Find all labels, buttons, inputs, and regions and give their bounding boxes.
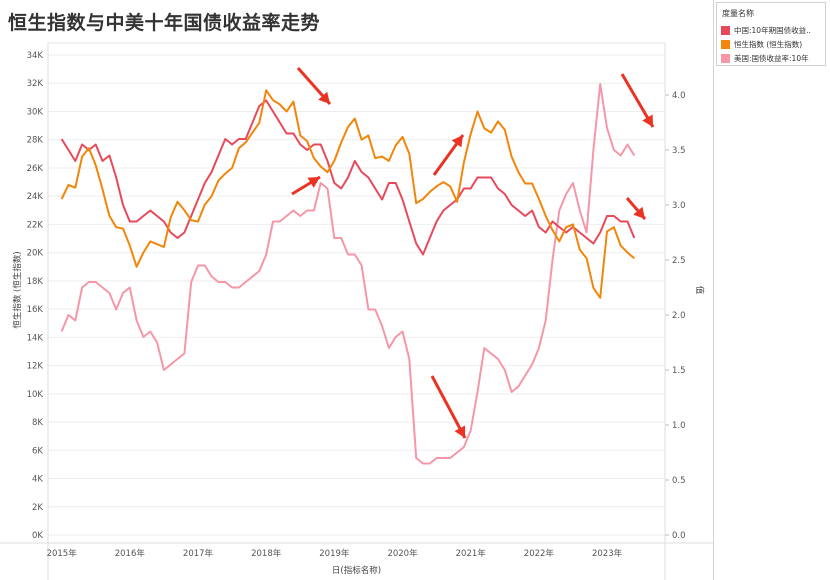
annotation-arrow-head xyxy=(454,425,466,438)
y-left-axis-title: 恒生指数 (恒生指数) xyxy=(12,251,23,328)
legend-label: 中国:10年期国债收益.. xyxy=(734,26,811,35)
y-left-tick-label: 16K xyxy=(27,305,44,315)
y-right-tick-label: 0.5 xyxy=(672,476,686,486)
legend-swatch xyxy=(721,40,730,49)
y-right-tick-label: 0.0 xyxy=(672,531,686,541)
legend-item-us-10y[interactable]: 美国:国债收益率:10年 xyxy=(721,53,825,65)
line-chart: 0K 2K 4K 6K 8K 10K 12K 14K 16K 18K 20K 22K 24K 26K 28K… xyxy=(0,42,714,580)
legend-label: 美国:国债收益率:10年 xyxy=(734,54,809,63)
annotation-arrow-shaft xyxy=(430,375,467,439)
legend-label: 恒生指数 (恒生指数) xyxy=(734,40,803,49)
y-left-tick-label: 34K xyxy=(27,51,44,61)
x-tick-label: 2017年 xyxy=(183,548,214,559)
y-left-tick-label: 28K xyxy=(27,136,44,146)
y-left-tick-label: 4K xyxy=(32,475,43,485)
legend-item-hang-seng[interactable]: 恒生指数 (恒生指数) xyxy=(721,39,825,51)
y-right-tick-label: 1.5 xyxy=(672,366,686,376)
y-left-tick-label: 0K xyxy=(32,531,43,541)
legend-swatch xyxy=(721,26,730,35)
y-left-tick-label: 22K xyxy=(27,220,44,230)
y-left-tick-label: 24K xyxy=(27,192,44,202)
y-left-tick-label: 8K xyxy=(32,418,43,428)
legend-swatch xyxy=(721,54,730,63)
legend-title: 度量名称 xyxy=(722,9,754,18)
x-axis-title: 日(指标名称) xyxy=(332,565,381,576)
annotation-arrow-head xyxy=(633,206,645,219)
y-left-tick-label: 26K xyxy=(27,164,44,174)
y-left-tick-label: 12K xyxy=(27,362,44,372)
legend-panel: 度量名称 中国:10年期国债收益.. 恒生指数 (恒生指数) 美国:国债收益率:… xyxy=(716,2,826,66)
y-left-tick-label: 14K xyxy=(27,333,44,343)
y-right-tick-label: 2.5 xyxy=(672,256,686,266)
y-right-tick-label: 1.0 xyxy=(672,421,686,431)
y-left-tick-label: 32K xyxy=(27,79,44,89)
x-tick-label: 2022年 xyxy=(524,548,555,559)
x-tick-label: 2020年 xyxy=(387,548,418,559)
y-left-tick-label: 18K xyxy=(27,277,44,287)
legend-item-china-10y[interactable]: 中国:10年期国债收益.. xyxy=(721,25,825,37)
y-right-tick-label: 3.0 xyxy=(672,201,686,211)
y-left-tick-label: 20K xyxy=(27,249,44,259)
x-tick-label: 2016年 xyxy=(115,548,146,559)
y-right-tick-label: 3.5 xyxy=(672,146,686,156)
y-right-axis-title: 值 xyxy=(694,286,705,295)
y-right-tick-label: 4.0 xyxy=(672,91,686,101)
x-tick-label: 2021年 xyxy=(456,548,487,559)
x-tick-label: 2019年 xyxy=(319,548,350,559)
y-left-tick-label: 30K xyxy=(27,107,44,117)
x-tick-label: 2015年 xyxy=(47,548,78,559)
annotation-arrow-head xyxy=(307,177,320,188)
annotation-arrow-head xyxy=(318,91,330,104)
annotation-arrow-head xyxy=(642,114,653,127)
x-tick-label: 2018年 xyxy=(251,548,282,559)
plot-area xyxy=(47,42,666,544)
y-right-tick-label: 2.0 xyxy=(672,311,686,321)
y-left-tick-label: 10K xyxy=(27,390,44,400)
chart-title: 恒生指数与中美十年国债收益率走势 xyxy=(8,12,321,34)
annotation-arrow-head xyxy=(451,135,463,148)
x-tick-label: 2023年 xyxy=(592,548,623,559)
y-left-tick-label: 6K xyxy=(32,446,43,456)
y-left-tick-label: 2K xyxy=(32,503,43,513)
